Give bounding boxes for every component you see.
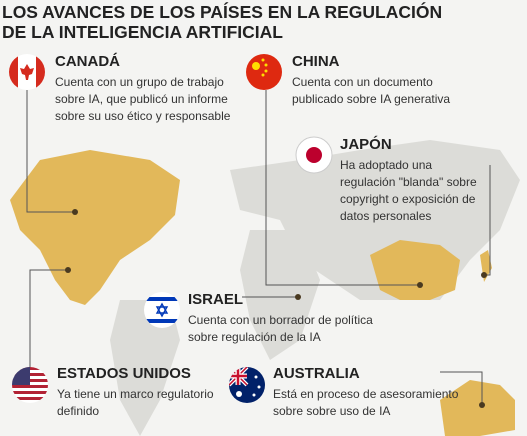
country-description: Está en proceso de asesoramiento: [273, 387, 459, 401]
flag-australia: [229, 367, 265, 403]
country-description: sobre sobre uso de IA: [273, 404, 390, 418]
country-description: copyright o exposición de: [340, 192, 476, 206]
country-description: definido: [57, 404, 99, 418]
country-name: CHINA: [292, 53, 340, 70]
country-name: ISRAEL: [188, 291, 243, 308]
country-description: Ya tiene un marco regulatorio: [57, 387, 214, 401]
country-description: sobre regulación de la IA: [188, 330, 321, 344]
country-name: ESTADOS UNIDOS: [57, 365, 191, 382]
country-description: sobre su uso ético y responsable: [55, 109, 231, 123]
country-description: Cuenta con un borrador de política: [188, 313, 373, 327]
flag-canada: [9, 54, 45, 90]
country-description: Cuenta con un grupo de trabajo: [55, 75, 224, 89]
flag-china: [246, 54, 282, 90]
country-description: Ha adoptado una: [340, 158, 432, 172]
country-description: publicado sobre IA generativa: [292, 92, 450, 106]
title: DE LA INTELIGENCIA ARTIFICIAL: [2, 22, 283, 42]
country-name: CANADÁ: [55, 53, 120, 70]
country-description: regulación "blanda" sobre: [340, 175, 477, 189]
country-name: AUSTRALIA: [273, 365, 360, 382]
country-description: sobre IA, que publicó un informe: [55, 92, 228, 106]
flag-japan: [295, 136, 333, 174]
country-description: datos personales: [340, 209, 431, 223]
flag-usa: [12, 367, 48, 403]
title: LOS AVANCES DE LOS PAÍSES EN LA REGULACI…: [2, 1, 442, 22]
flag-israel: [144, 292, 180, 328]
texts: LOS AVANCES DE LOS PAÍSES EN LA REGULACI…: [2, 1, 477, 418]
country-name: JAPÓN: [340, 135, 392, 153]
leader-lines: [26, 90, 491, 408]
country-description: Cuenta con un documento: [292, 75, 433, 89]
